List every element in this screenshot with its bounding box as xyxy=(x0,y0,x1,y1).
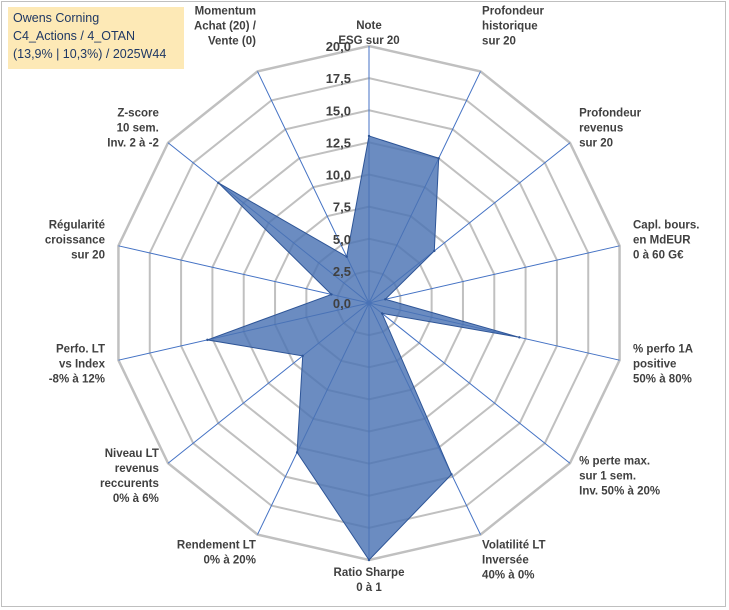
data-point xyxy=(295,451,299,454)
tick-label: 12,5 xyxy=(326,135,351,150)
data-point xyxy=(206,338,209,342)
data-point xyxy=(384,298,387,301)
tick-label: 10,0 xyxy=(326,168,351,183)
axis-label: Perfo. LT vs Index -8% à 12% xyxy=(49,344,106,386)
axis-label: Capl. bours. en MdEUR 0 à 60 G€ xyxy=(633,219,699,261)
tick-label: 15,0 xyxy=(326,103,351,118)
data-point xyxy=(433,249,436,253)
axis-line xyxy=(118,245,370,304)
data-point xyxy=(330,293,333,296)
data-point xyxy=(367,558,371,562)
data-series-area xyxy=(205,135,520,561)
axis-label: Régularité croissance sur 20 xyxy=(45,219,105,261)
axis-label: Momentum Achat (20) / Vente (0) xyxy=(194,6,257,48)
data-point xyxy=(518,336,521,339)
axis-label: Profondeur historique sur 20 xyxy=(482,6,544,48)
tick-label: 7,5 xyxy=(333,200,351,215)
data-point xyxy=(367,134,371,138)
data-point xyxy=(217,181,220,185)
data-point xyxy=(450,473,453,476)
axis-label: Ratio Sharpe 0 à 1 xyxy=(334,567,405,594)
axis-line xyxy=(368,245,620,304)
axis-label: Note ESG sur 20 xyxy=(338,20,399,47)
axis-label: Niveau LT revenus reccurents 0% à 6% xyxy=(100,448,159,505)
performance-summary: (13,9% | 10,3%) / 2025W44 xyxy=(13,47,167,61)
axis-label: % perte max. sur 1 sem. Inv. 50% à 20% xyxy=(579,455,660,497)
axis-label: Z-score 10 sem. Inv. 2 à -2 xyxy=(107,108,159,150)
chart-title-box: Owens Corning C4_Actions / 4_OTAN (13,9%… xyxy=(8,7,184,69)
tick-label: 5,0 xyxy=(333,232,351,247)
tick-label: 17,5 xyxy=(326,71,351,86)
axis-label: Profondeur revenus sur 20 xyxy=(579,108,641,150)
tick-label: 0,0 xyxy=(333,296,351,311)
axis-label: % perfo 1A positive 50% à 80% xyxy=(633,344,693,386)
data-point xyxy=(345,255,348,258)
axis-label: Volatilité LT Inversée 40% à 0% xyxy=(482,539,545,581)
portfolio-path: C4_Actions / 4_OTAN xyxy=(13,29,136,43)
data-point xyxy=(380,312,384,315)
data-point xyxy=(301,354,304,358)
data-point xyxy=(437,157,440,160)
axis-label: Rendement LT 0% à 20% xyxy=(177,539,256,566)
axis-line xyxy=(368,302,571,464)
tick-label: 20,0 xyxy=(326,39,351,54)
company-name: Owens Corning xyxy=(13,11,100,25)
tick-label: 2,5 xyxy=(333,264,351,279)
